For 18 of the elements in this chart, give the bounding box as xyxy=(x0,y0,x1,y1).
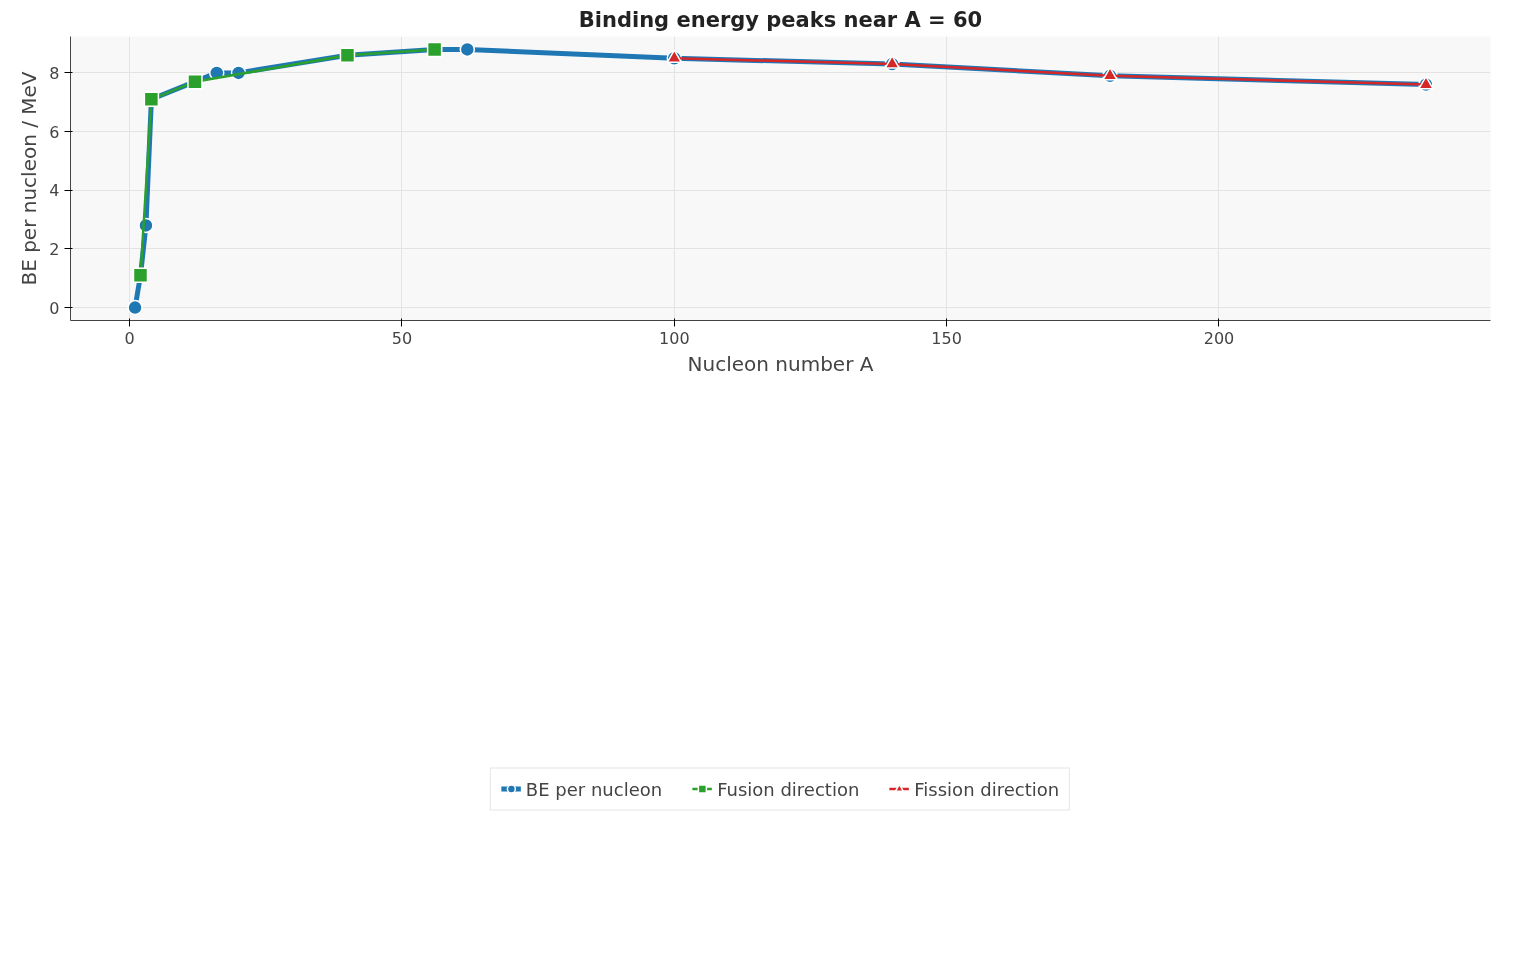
point xyxy=(459,41,476,58)
x-tick-label: 50 xyxy=(391,328,413,348)
y-axis-title: BE per nucleon / MeV xyxy=(17,71,42,286)
y-tick-label: 2 xyxy=(49,239,60,259)
x-axis-title: Nucleon number A xyxy=(687,351,874,376)
legend-label: BE per nucleon xyxy=(525,778,663,800)
y-tick-label: 0 xyxy=(49,298,60,318)
chart-title: Binding energy peaks near A = 60 xyxy=(578,7,983,32)
x-tick-label: 0 xyxy=(124,328,135,348)
x-tick-label: 100 xyxy=(659,328,690,348)
y-tick-label: 8 xyxy=(49,63,60,83)
legend-label: Fission direction xyxy=(914,778,1060,800)
point xyxy=(127,299,143,316)
x-tick-label: 200 xyxy=(1203,328,1235,348)
y-tick-label: 4 xyxy=(49,181,60,201)
x-tick-label: 150 xyxy=(931,328,962,348)
legend-label: Fusion direction xyxy=(717,778,860,800)
y-tick-label: 6 xyxy=(49,122,60,142)
